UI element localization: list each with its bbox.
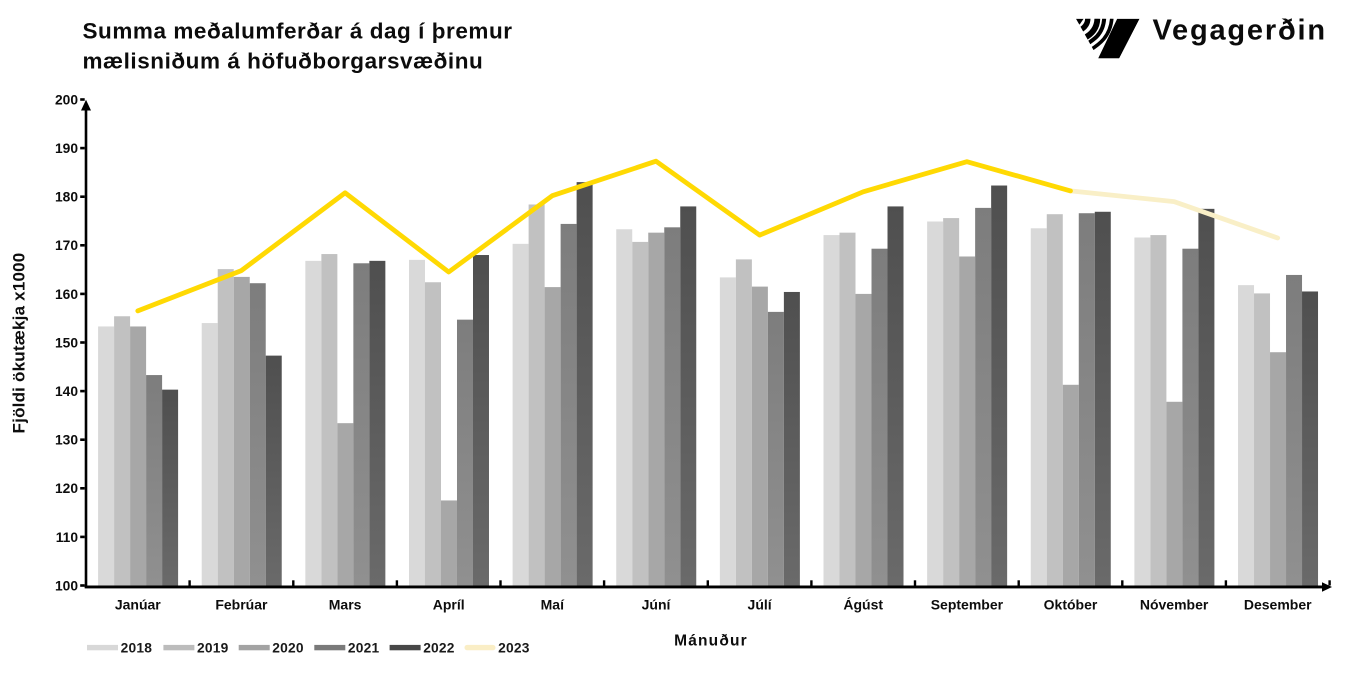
svg-text:2019: 2019 <box>197 641 229 656</box>
svg-text:Apríl: Apríl <box>433 597 465 613</box>
svg-text:200: 200 <box>55 92 78 107</box>
svg-text:110: 110 <box>56 530 79 545</box>
svg-text:2023: 2023 <box>498 641 530 656</box>
svg-text:170: 170 <box>55 238 78 253</box>
svg-text:Ágúst: Ágúst <box>843 597 883 613</box>
svg-text:Nóvember: Nóvember <box>1140 597 1209 613</box>
svg-text:mælisniðum á höfuðborgarsvæðin: mælisniðum á höfuðborgarsvæðinu <box>83 49 484 74</box>
svg-text:Mánuður: Mánuður <box>674 633 748 650</box>
svg-text:Fjöldi ökutækja x1000: Fjöldi ökutækja x1000 <box>10 253 29 434</box>
svg-text:Febrúar: Febrúar <box>215 597 268 613</box>
svg-text:2020: 2020 <box>272 641 304 656</box>
svg-text:100: 100 <box>55 578 78 593</box>
svg-text:160: 160 <box>55 287 78 302</box>
svg-text:130: 130 <box>55 433 78 448</box>
svg-text:Vegagerðin: Vegagerðin <box>1153 14 1327 46</box>
svg-text:Summa meðalumferðar á dag í þr: Summa meðalumferðar á dag í þremur <box>83 19 513 44</box>
svg-text:180: 180 <box>55 190 78 205</box>
svg-text:Október: Október <box>1044 597 1098 613</box>
svg-text:190: 190 <box>55 141 78 156</box>
svg-text:Mars: Mars <box>329 597 362 613</box>
svg-text:120: 120 <box>55 481 78 496</box>
svg-text:2021: 2021 <box>348 641 380 656</box>
svg-text:Desember: Desember <box>1244 597 1312 613</box>
svg-text:2022: 2022 <box>423 641 455 656</box>
svg-text:September: September <box>931 597 1004 613</box>
svg-text:2018: 2018 <box>121 641 153 656</box>
svg-text:Maí: Maí <box>541 597 565 613</box>
svg-text:Júlí: Júlí <box>748 597 773 613</box>
svg-text:Júní: Júní <box>642 597 672 613</box>
svg-text:Janúar: Janúar <box>115 597 161 613</box>
svg-text:140: 140 <box>55 384 78 399</box>
svg-text:150: 150 <box>55 335 78 350</box>
